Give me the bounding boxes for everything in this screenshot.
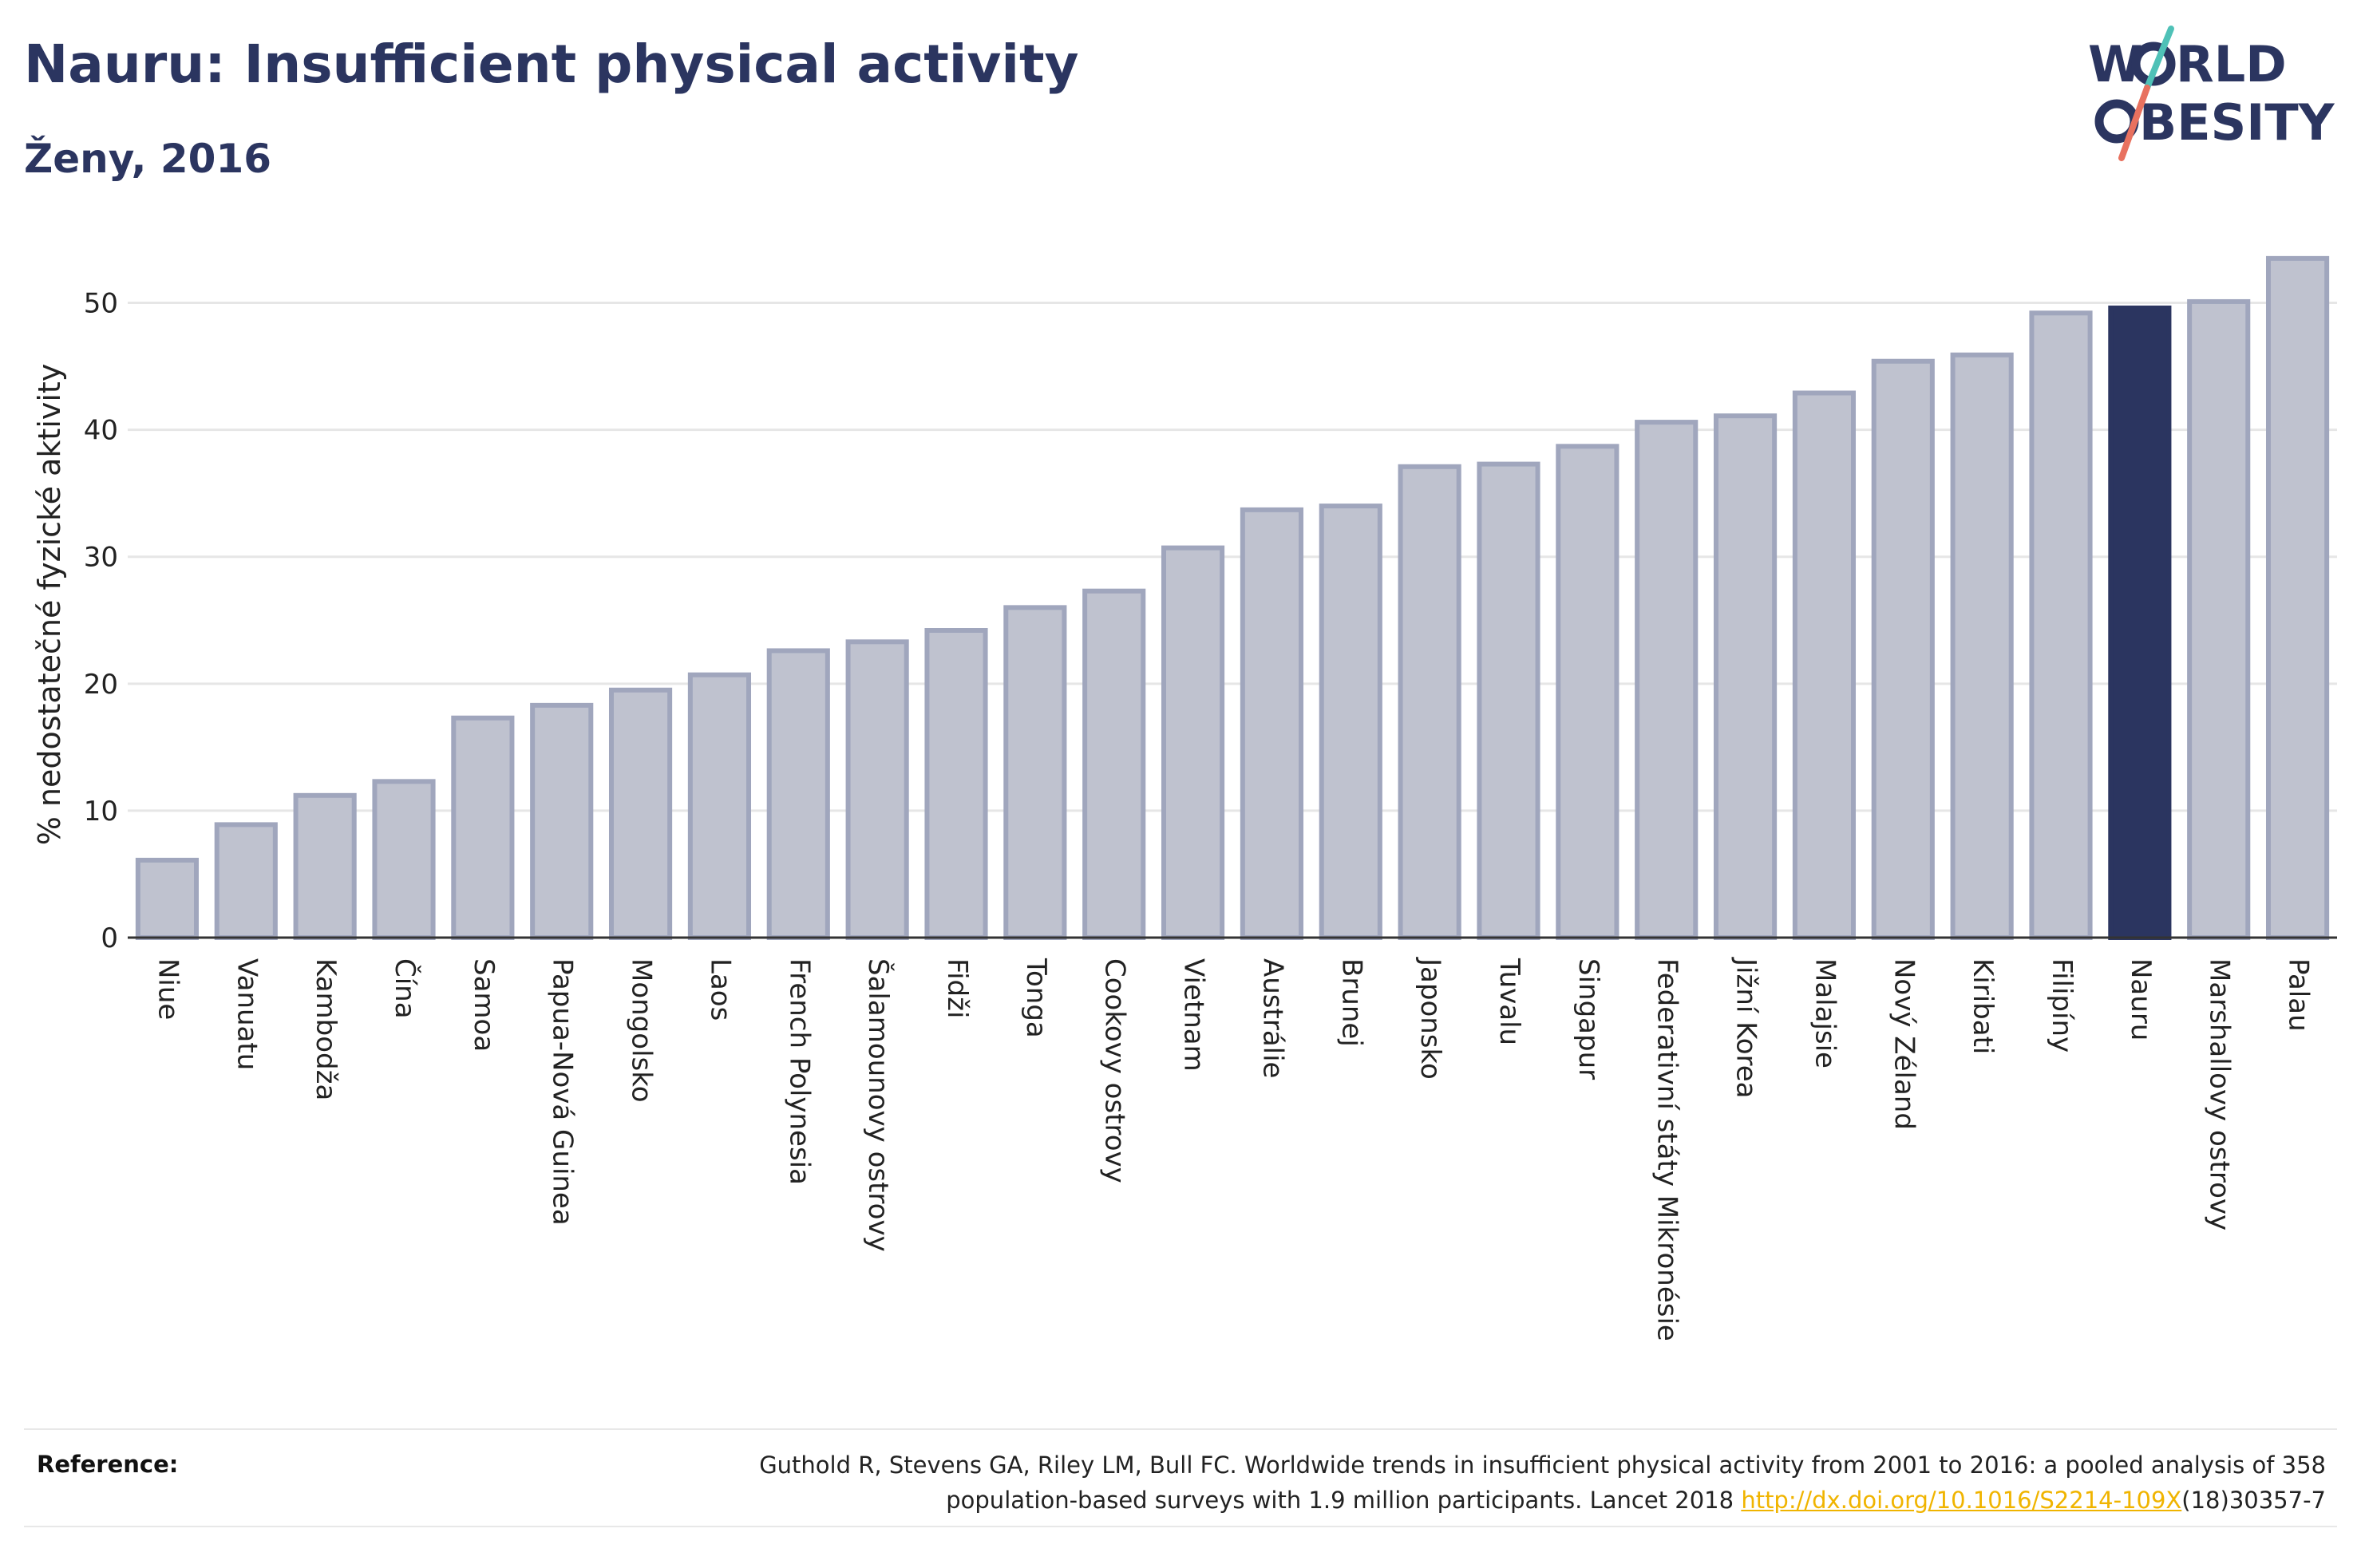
category-label: Jižní Korea <box>1730 957 1762 1099</box>
chart-subtitle: Ženy, 2016 <box>24 136 272 182</box>
logo-slash-teal <box>2144 26 2174 91</box>
bar <box>1240 507 1304 940</box>
y-tick-label: 0 <box>101 922 118 954</box>
category-label: Mongolsko <box>626 958 658 1103</box>
bar <box>766 648 830 940</box>
y-tick-labels: 0 10 20 30 40 50 <box>84 288 118 954</box>
logo-obesity-rest: BESITY <box>2139 93 2335 152</box>
category-labels: Niue Vanuatu Kambodža Čína Samoa Papua-Nová G… <box>152 957 2314 1341</box>
category-label: Fidži <box>941 958 973 1018</box>
y-tick-label: 20 <box>84 669 118 701</box>
bar-chart: 0 10 20 30 40 50 Niue Vanuatu Kambodža Čína Samoa… <box>32 255 2337 1341</box>
bar <box>372 779 436 940</box>
reference-label: Reference: <box>37 1451 179 1478</box>
category-label: Brunej <box>1335 958 1367 1047</box>
category-label: Šalamounovy ostrovy <box>862 958 895 1252</box>
category-label: Papua-Nová Guinea <box>547 958 579 1226</box>
category-label: Vanuatu <box>231 958 263 1070</box>
bar <box>1713 413 1778 940</box>
logo-world-rest: RLD <box>2176 35 2287 93</box>
category-label: Tuvalu <box>1493 958 1525 1045</box>
chart-title: Nauru: Insufficient physical activity <box>24 34 1079 95</box>
bar <box>1082 588 1146 940</box>
category-label: Federativní státy Mikronésie <box>1651 958 1683 1341</box>
world-obesity-logo: W RLD BESITY <box>2088 26 2335 161</box>
y-tick-label: 40 <box>84 415 118 447</box>
category-label: Nový Zéland <box>1888 958 1920 1130</box>
bar <box>1161 545 1225 940</box>
bar <box>1003 605 1067 940</box>
bar <box>845 639 909 940</box>
y-axis-label: % nedostatečné fyzické aktivity <box>32 364 67 846</box>
bar <box>2265 255 2330 940</box>
category-label: Kambodža <box>310 958 342 1100</box>
y-tick-label: 10 <box>84 796 118 827</box>
bar <box>530 702 594 940</box>
bar <box>687 672 752 940</box>
bar-highlight <box>2108 305 2172 940</box>
bar <box>1635 420 1699 940</box>
bar <box>1398 464 1461 940</box>
category-label: Austrálie <box>1256 958 1288 1078</box>
bar <box>214 822 278 940</box>
reference-text-line2: population-based surveys with 1.9 millio… <box>946 1487 1742 1514</box>
bar <box>293 792 357 940</box>
footer-divider-top <box>24 1428 2337 1430</box>
bar <box>2029 310 2093 941</box>
y-tick-label: 30 <box>84 542 118 574</box>
bars <box>135 255 2330 941</box>
category-label: Kiribati <box>1967 958 1999 1054</box>
category-label: Čína <box>389 958 421 1019</box>
category-label: Nauru <box>2125 958 2157 1041</box>
logo-o-ring <box>2131 41 2176 86</box>
footer-divider-bottom <box>24 1526 2337 1527</box>
category-label: Samoa <box>468 958 500 1052</box>
logo-slash-coral <box>2118 85 2150 161</box>
bar <box>1477 461 1540 940</box>
category-label: Malajsie <box>1809 958 1841 1068</box>
reference-text: Guthold R, Stevens GA, Riley LM, Bull FC… <box>490 1448 2326 1518</box>
bar <box>135 857 200 941</box>
category-label: Japonsko <box>1414 957 1446 1080</box>
reference-text-line1: Guthold R, Stevens GA, Riley LM, Bull FC… <box>759 1451 2326 1479</box>
bar <box>451 715 515 940</box>
bar <box>1556 444 1619 940</box>
bar <box>1871 358 1935 940</box>
bar <box>2187 298 2251 941</box>
bar <box>1319 504 1382 940</box>
reference-text-line3: (18)30357-7 <box>2181 1487 2326 1514</box>
bar <box>1792 390 1857 940</box>
category-label: Palau <box>2283 958 2315 1032</box>
category-label: Tonga <box>1020 958 1052 1038</box>
y-tick-label: 50 <box>84 288 118 320</box>
category-label: French Polynesia <box>783 958 815 1185</box>
category-label: Filipíny <box>2046 958 2078 1053</box>
category-label: Vietnam <box>1178 958 1210 1072</box>
category-label: Marshallovy ostrovy <box>2204 958 2236 1230</box>
category-label: Niue <box>152 958 184 1020</box>
bar <box>924 628 988 940</box>
category-label: Cookovy ostrovy <box>1099 958 1131 1183</box>
category-label: Singapur <box>1572 958 1604 1080</box>
reference-link[interactable]: http://dx.doi.org/10.1016/S2214-109X <box>1741 1487 2182 1514</box>
category-label: Laos <box>704 958 736 1021</box>
bar <box>608 687 673 940</box>
bar <box>1950 352 2014 941</box>
